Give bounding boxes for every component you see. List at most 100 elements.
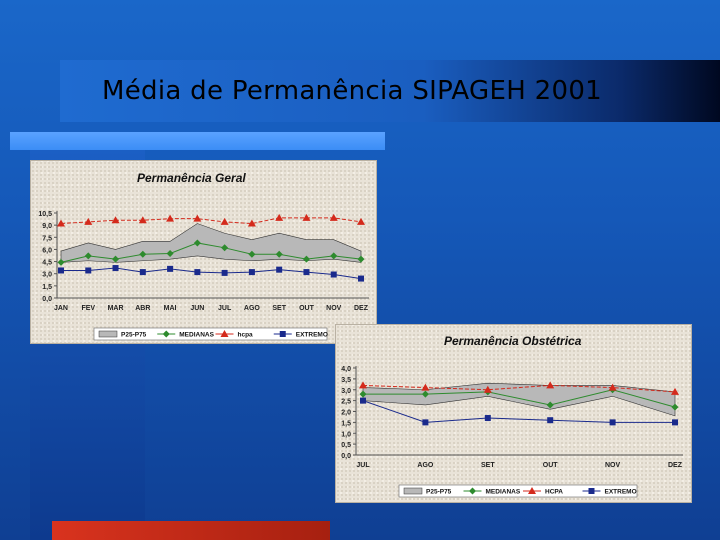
obstetrica-series-hcpa-point (359, 381, 367, 389)
chart-geral-plot: 0,0 1,5 3,0 4,5 6,0 7,5 9,0 10,5 JAN FEV MAR ABR MAI… (38, 211, 369, 341)
geral-x-tick-label: JUN (190, 305, 204, 312)
chart-obstetrica-plot: 0,0 0,5 1,0 1,5 2,0 2,5 3,0 3,5 4,0 JUL AGO SET OUT N… (341, 366, 683, 498)
obstetrica-y-tick-label: 0,0 (341, 453, 351, 460)
obstetrica-series-hcpa-point (671, 387, 679, 395)
geral-x-tick-label: NOV (326, 305, 342, 312)
geral-series-hcpa-point (302, 213, 311, 221)
geral-series-extremo-point (221, 269, 228, 276)
obstetrica-series-extremo-point (484, 415, 491, 422)
geral-x-tick-label: SET (272, 305, 286, 312)
obstetrica-series-hcpa-line (362, 384, 676, 393)
geral-series-hcpa-point (193, 214, 202, 222)
geral-series-medianas-point (330, 252, 338, 260)
geral-x-tick-label: JAN (54, 305, 68, 312)
obstetrica-x-tick-label: NOV (605, 462, 621, 469)
obstetrica-y-tick-label: 3,5 (341, 377, 351, 384)
obstetrica-series-extremo-point (422, 419, 429, 426)
geral-series-hcpa-point (111, 216, 120, 224)
geral-series-extremo-point (358, 275, 364, 282)
geral-series-extremo-point (330, 271, 337, 278)
geral-series-hcpa-point (57, 219, 65, 227)
obstetrica-legend-box (398, 484, 638, 498)
geral-series-extremo-point (139, 269, 146, 276)
obstetrica-y-tick-label: 2,5 (341, 399, 351, 406)
accent-line (10, 132, 385, 150)
geral-y-tick-label: 10,5 (38, 211, 52, 218)
geral-series-extremo-point (303, 269, 310, 276)
geral-series-extremo-line (61, 267, 362, 280)
obstetrica-series-medianas-point (671, 403, 679, 411)
obstetrica-series-extremo-point (360, 397, 366, 404)
geral-series-hcpa-point (138, 216, 147, 224)
obstetrica-series-medianas-point (546, 401, 554, 409)
geral-legend-swatch-marker (220, 330, 229, 337)
bottom-accent-bar (52, 521, 330, 540)
geral-series-hcpa-point (329, 213, 338, 221)
geral-series-medianas-point (84, 252, 92, 260)
geral-series-hcpa-point (166, 214, 175, 222)
obstetrica-band-p25-p75 (362, 382, 676, 417)
geral-series-medianas-point (57, 258, 65, 266)
obstetrica-series-extremo-point (609, 419, 616, 426)
obstetrica-series-hcpa-point (421, 383, 430, 391)
geral-series-hcpa-point (84, 217, 93, 225)
geral-series-hcpa-point (357, 217, 365, 225)
obstetrica-y-tick-label: 1,5 (341, 420, 351, 427)
geral-y-tick-label: 6,0 (42, 247, 52, 254)
geral-legend-label: hcpa (238, 332, 254, 339)
obstetrica-legend-swatch-marker (469, 487, 476, 495)
geral-series-medianas-line (60, 242, 362, 263)
obstetrica-legend-label: MEDIANAS (486, 489, 521, 496)
obstetrica-series-extremo-point (547, 417, 554, 424)
obstetrica-series-extremo-line (362, 400, 675, 423)
geral-x-tick-label: AGO (244, 305, 261, 312)
obstetrica-series-medianas-point (359, 390, 367, 398)
geral-x-tick-label: ABR (135, 305, 150, 312)
geral-x-tick-label: MAI (164, 305, 177, 312)
obstetrica-series-medianas-line (363, 389, 676, 408)
geral-series-hcpa-point (247, 219, 256, 227)
geral-series-extremo-point (194, 269, 201, 276)
obstetrica-x-tick-label: DEZ (668, 462, 683, 469)
obstetrica-legend-label: P25-P75 (426, 489, 452, 496)
chart-obstetrica-panel: Permanência Obstétrica 0,0 0,5 1,0 1,5 2,0 2,… (335, 324, 692, 503)
geral-series-medianas-point (248, 250, 256, 258)
geral-series-medianas-point (139, 250, 147, 258)
geral-series-hcpa-line (60, 217, 362, 225)
geral-series-hcpa-point (220, 217, 229, 225)
obstetrica-series-hcpa-point (608, 383, 617, 391)
obstetrica-y-tick-label: 2,0 (341, 410, 351, 417)
obstetrica-legend-label: EXTREMO (605, 489, 637, 496)
geral-legend-swatch-band (98, 330, 118, 338)
geral-series-hcpa-point (275, 213, 284, 221)
obstetrica-x-tick-label: AGO (417, 462, 434, 469)
geral-y-tick-label: 0,0 (42, 296, 52, 303)
geral-y-tick-label: 9,0 (42, 223, 52, 230)
obstetrica-series-medianas-point (421, 390, 429, 398)
geral-series-medianas-point (221, 244, 229, 252)
chart-obstetrica-title: Permanência Obstétrica (444, 334, 582, 348)
geral-y-tick-label: 1,5 (42, 284, 52, 291)
obstetrica-series-extremo-point (672, 419, 678, 426)
geral-legend-label: P25-P75 (121, 332, 147, 339)
geral-series-medianas-point (193, 239, 201, 247)
geral-series-medianas-point (166, 249, 174, 257)
geral-series-medianas-point (275, 250, 283, 258)
obstetrica-x-tick-label: JUL (356, 462, 370, 469)
geral-x-tick-label: DEZ (354, 305, 369, 312)
geral-series-extremo-point (248, 269, 255, 276)
geral-legend-label: EXTREMO (296, 332, 328, 339)
geral-y-tick-label: 3,0 (42, 272, 52, 279)
geral-series-extremo-point (167, 265, 174, 272)
geral-series-extremo-point (85, 267, 92, 274)
geral-y-tick-label: 4,5 (42, 260, 52, 267)
geral-legend-box (93, 327, 328, 341)
obstetrica-legend-swatch-marker (588, 488, 595, 494)
geral-y-tick-label: 7,5 (42, 235, 52, 242)
obstetrica-y-tick-label: 3,0 (341, 388, 351, 395)
obstetrica-legend-swatch-band (403, 487, 423, 495)
obstetrica-y-tick-label: 4,0 (341, 366, 351, 373)
geral-x-tick-label: JUL (218, 305, 232, 312)
geral-legend-swatch-marker (162, 330, 170, 338)
geral-series-medianas-point (357, 255, 365, 263)
